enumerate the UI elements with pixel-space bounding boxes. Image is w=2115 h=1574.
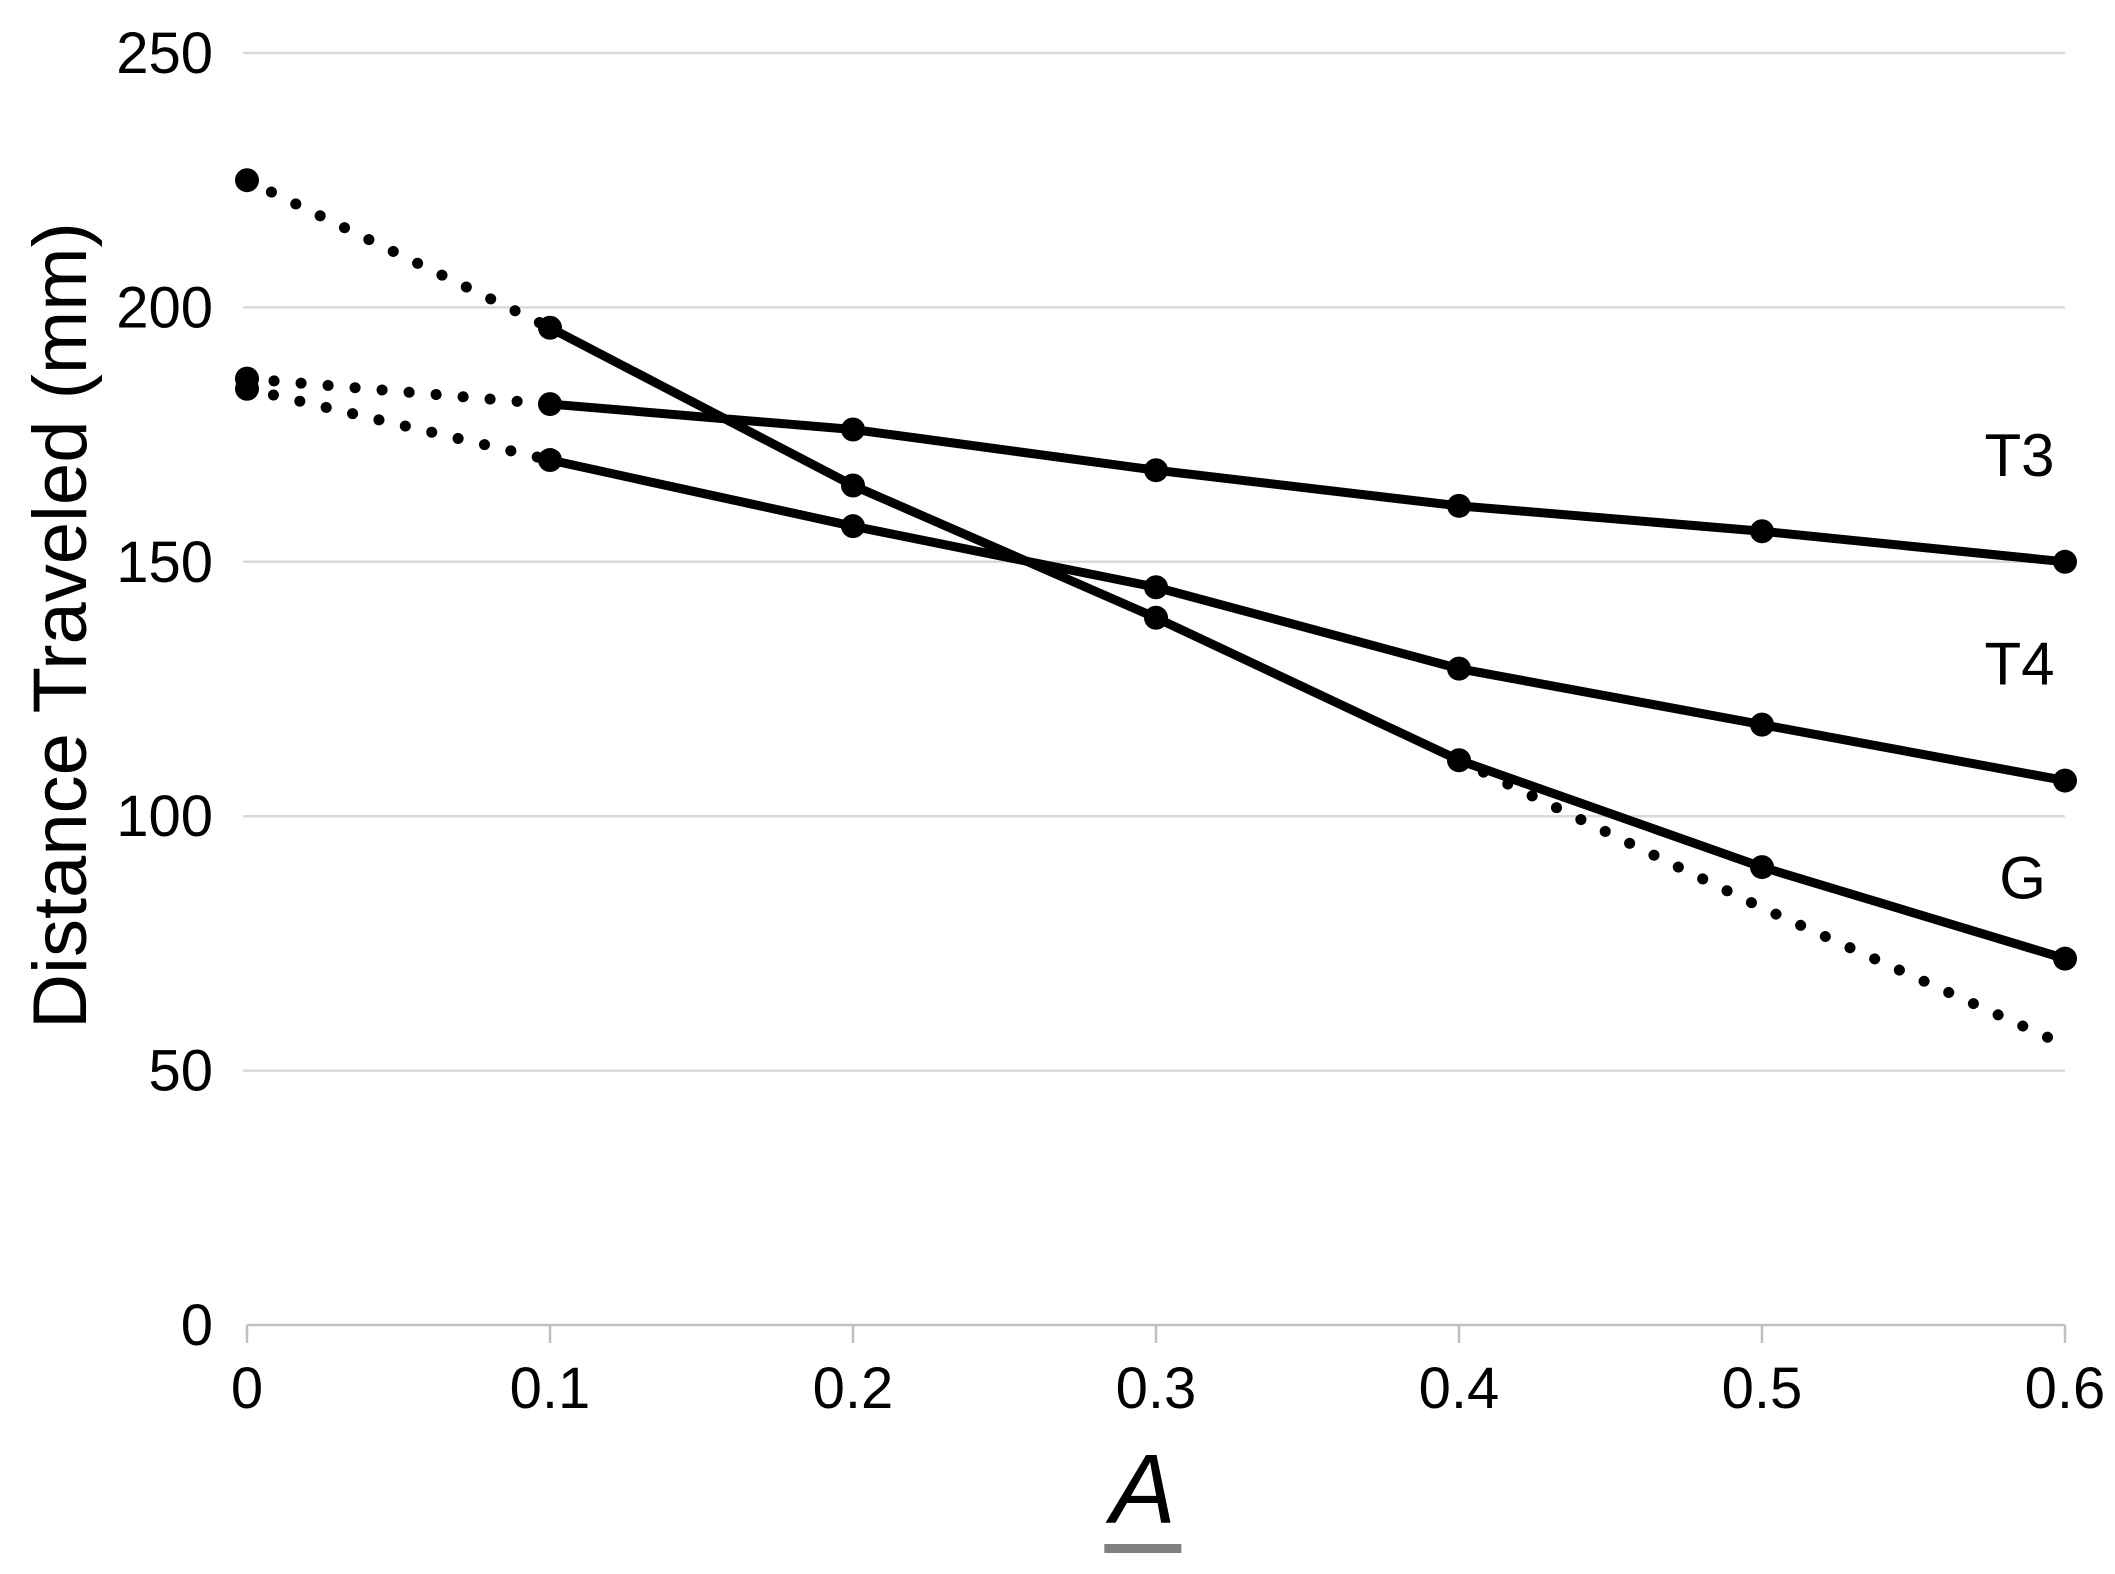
y-tick-label: 200 [116,275,213,340]
gridlines [243,51,2065,1072]
y-tick-label: 100 [116,784,213,849]
series-G-marker [2053,946,2077,971]
x-tick-label: 0.3 [1116,1356,1197,1421]
series-G-marker [841,473,865,498]
series-T3-marker [841,417,865,442]
x-tick-labels: 0 0.1 0.2 0.3 0.4 0.5 0.6 [231,1356,2105,1421]
y-tick-label: 0 [181,1293,213,1358]
x-axis-title-text: A [1104,1440,1182,1553]
series-G: G [235,168,2077,1051]
y-tick-label: 150 [116,530,213,595]
series-G-line [545,323,2070,964]
series-G-marker [235,168,259,193]
series-label-T4: T4 [1985,631,2055,698]
series-label-T3: T3 [1985,422,2055,489]
y-tick-labels: 0 50 100 150 200 250 [116,21,213,1358]
series-G-marker [1144,605,1168,630]
x-tick-label: 0.6 [2025,1356,2106,1421]
x-tick-label: 0 [231,1356,263,1421]
series-T4-marker [538,448,562,473]
series-T3: T3 [235,366,2077,574]
series-G-marker [538,315,562,340]
x-tick-label: 0.2 [813,1356,894,1421]
x-tick-label: 0.5 [1722,1356,1803,1421]
series-T4-marker [1447,656,1471,681]
series-T3-marker [1144,458,1168,483]
x-tick-label: 0.1 [510,1356,591,1421]
series-T3-marker [2053,549,2077,574]
y-tick-label: 50 [148,1039,213,1104]
series-T4: T4 [235,376,2077,793]
series-G-dotted-lead [241,174,556,334]
series-T3-line [545,399,2070,567]
series-G-marker [1447,748,1471,773]
series-T3-marker [1750,519,1774,544]
series-T4-marker [841,514,865,539]
series-T4-line [545,455,2070,786]
series-T4-marker [235,376,259,401]
series-G-dotted-projection [1453,754,2071,1051]
series-T3-dotted-lead [241,373,556,410]
series-T4-marker [2053,768,2077,793]
series-label-G: G [1999,844,2046,911]
x-tick-label: 0.4 [1419,1356,1500,1421]
x-axis [245,1323,2067,1343]
series-T4-dotted-lead [241,383,556,466]
series-T4-marker [1750,712,1774,737]
y-tick-label: 250 [116,21,213,86]
series-T4-marker [1144,575,1168,600]
series-T3-marker [538,392,562,417]
series-T3-marker [1447,493,1471,518]
x-axis-title: A [1104,1440,1182,1553]
series-G-marker [1750,855,1774,880]
